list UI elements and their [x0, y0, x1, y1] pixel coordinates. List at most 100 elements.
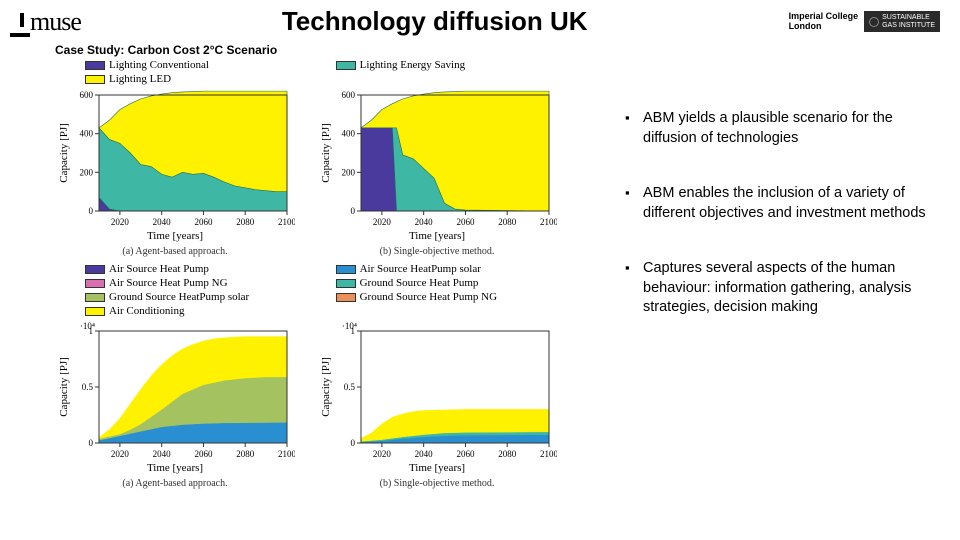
- legend-item: Lighting LED: [85, 73, 320, 85]
- svg-text:2020: 2020: [111, 217, 130, 227]
- xlabel: Time [years]: [317, 462, 557, 474]
- lighting-chart-pair: 0 200 400 600 2020 2040 2060 2080 2100 Capacity […: [55, 89, 595, 257]
- chart-caption: (a) Agent-based approach.: [55, 478, 295, 489]
- chart-svg: 020040060020202040206020802100Capacity […: [317, 89, 557, 229]
- chart-caption: (b) Single-objective method.: [317, 246, 557, 257]
- svg-text:2080: 2080: [236, 217, 255, 227]
- legend-swatch: [85, 61, 105, 70]
- legend-label: Lighting Conventional: [109, 59, 209, 71]
- sgi-logo: SUSTAINABLE GAS INSTITUTE: [864, 11, 940, 32]
- svg-text:Capacity [PJ]: Capacity [PJ]: [320, 357, 332, 417]
- legend-label: Lighting Energy Saving: [360, 59, 466, 71]
- svg-text:2100: 2100: [278, 217, 295, 227]
- svg-text:2060: 2060: [194, 449, 213, 459]
- svg-text:Capacity [PJ]: Capacity [PJ]: [58, 357, 70, 417]
- chart-heatpump-abm: 00.51·10⁴20202040206020802100Capacity [P…: [55, 321, 295, 489]
- legend-item: Ground Source Heat Pump NG: [336, 291, 571, 303]
- legend-swatch: [336, 293, 356, 302]
- svg-text:2060: 2060: [456, 217, 475, 227]
- globe-icon: [869, 17, 879, 27]
- svg-text:2020: 2020: [373, 217, 392, 227]
- charts-column: Lighting Conventional Lighting Energy Sav…: [55, 59, 595, 495]
- svg-text:0.5: 0.5: [82, 382, 94, 392]
- chart-svg: 020040060020202040206020802100Capacity […: [55, 89, 295, 229]
- imperial-logo: Imperial College London: [789, 12, 859, 32]
- bullet-list: ABM yields a plausible scenario for the …: [625, 109, 940, 318]
- bullet-item: Captures several aspects of the human be…: [625, 259, 940, 318]
- svg-text:2100: 2100: [540, 449, 557, 459]
- legend-label: Air Source Heat Pump: [109, 263, 209, 275]
- sgi-line1: SUSTAINABLE: [882, 14, 935, 22]
- legend-label: Ground Source HeatPump solar: [109, 291, 249, 303]
- svg-text:2040: 2040: [153, 449, 172, 459]
- legend-item: Air Source Heat Pump NG: [85, 277, 320, 289]
- lighting-legend: Lighting Conventional Lighting Energy Sav…: [85, 59, 595, 85]
- legend-item: Air Source HeatPump solar: [336, 263, 571, 275]
- imperial-line2: London: [789, 22, 859, 32]
- chart-caption: (b) Single-objective method.: [317, 478, 557, 489]
- heatpump-chart-pair: 00.51·10⁴20202040206020802100Capacity [P…: [55, 321, 595, 489]
- chart-heatpump-single: 00.51·10⁴20202040206020802100Capacity [P…: [317, 321, 557, 489]
- chart-lighting-abm: 020040060020202040206020802100Capacity […: [55, 89, 295, 257]
- svg-text:2040: 2040: [153, 217, 172, 227]
- chart-svg: 00.51·10⁴20202040206020802100Capacity [P…: [55, 321, 295, 461]
- xlabel: Time [years]: [55, 230, 295, 242]
- legend-label: Air Source HeatPump solar: [360, 263, 481, 275]
- legend-item: Lighting Energy Saving: [336, 59, 571, 71]
- svg-text:2020: 2020: [373, 449, 392, 459]
- svg-text:600: 600: [342, 90, 356, 100]
- page-title: Technology diffusion UK: [81, 6, 789, 37]
- svg-text:400: 400: [342, 129, 356, 139]
- legend-swatch: [336, 61, 356, 70]
- bullet-item: ABM enables the inclusion of a variety o…: [625, 184, 940, 223]
- svg-text:0: 0: [351, 438, 356, 448]
- muse-logo: muse: [20, 7, 81, 37]
- svg-text:2080: 2080: [498, 217, 517, 227]
- case-study-subtitle: Case Study: Carbon Cost 2°C Scenario: [55, 43, 960, 57]
- svg-text:200: 200: [342, 167, 356, 177]
- svg-text:2020: 2020: [111, 449, 130, 459]
- bullets-column: ABM yields a plausible scenario for the …: [625, 59, 940, 495]
- svg-text:0: 0: [89, 206, 94, 216]
- legend-swatch: [336, 265, 356, 274]
- partner-logos: Imperial College London SUSTAINABLE GAS …: [789, 11, 940, 32]
- legend-label: Ground Source Heat Pump: [360, 277, 479, 289]
- legend-swatch: [85, 307, 105, 316]
- heatpump-legend: Air Source Heat Pump Air Source HeatPump …: [85, 263, 595, 317]
- chart-caption: (a) Agent-based approach.: [55, 246, 295, 257]
- legend-item: Lighting Conventional: [85, 59, 320, 71]
- svg-text:0.5: 0.5: [344, 382, 356, 392]
- svg-text:0: 0: [351, 206, 356, 216]
- bullet-item: ABM yields a plausible scenario for the …: [625, 109, 940, 148]
- sgi-line2: GAS INSTITUTE: [882, 22, 935, 30]
- legend-swatch: [336, 279, 356, 288]
- svg-text:2100: 2100: [278, 449, 295, 459]
- svg-text:2040: 2040: [415, 449, 434, 459]
- svg-text:2080: 2080: [498, 449, 517, 459]
- legend-label: Lighting LED: [109, 73, 171, 85]
- svg-text:2100: 2100: [540, 217, 557, 227]
- legend-item: Ground Source Heat Pump: [336, 277, 571, 289]
- legend-swatch: [85, 293, 105, 302]
- svg-text:2060: 2060: [456, 449, 475, 459]
- svg-text:600: 600: [80, 90, 94, 100]
- legend-label: Ground Source Heat Pump NG: [360, 291, 497, 303]
- legend-swatch: [85, 75, 105, 84]
- chart-svg: 00.51·10⁴20202040206020802100Capacity [P…: [317, 321, 557, 461]
- xlabel: Time [years]: [55, 462, 295, 474]
- legend-item: Air Source Heat Pump: [85, 263, 320, 275]
- svg-text:·10⁴: ·10⁴: [80, 321, 95, 331]
- legend-swatch: [85, 265, 105, 274]
- legend-label: Air Source Heat Pump NG: [109, 277, 228, 289]
- chart-lighting-single: 020040060020202040206020802100Capacity […: [317, 89, 557, 257]
- svg-text:Capacity [PJ]: Capacity [PJ]: [320, 123, 332, 183]
- legend-swatch: [85, 279, 105, 288]
- svg-text:·10⁴: ·10⁴: [342, 321, 357, 331]
- legend-item: Ground Source HeatPump solar: [85, 291, 320, 303]
- svg-text:400: 400: [80, 129, 94, 139]
- legend-label: Air Conditioning: [109, 305, 184, 317]
- svg-text:2060: 2060: [194, 217, 213, 227]
- xlabel: Time [years]: [317, 230, 557, 242]
- svg-text:2080: 2080: [236, 449, 255, 459]
- svg-text:200: 200: [80, 167, 94, 177]
